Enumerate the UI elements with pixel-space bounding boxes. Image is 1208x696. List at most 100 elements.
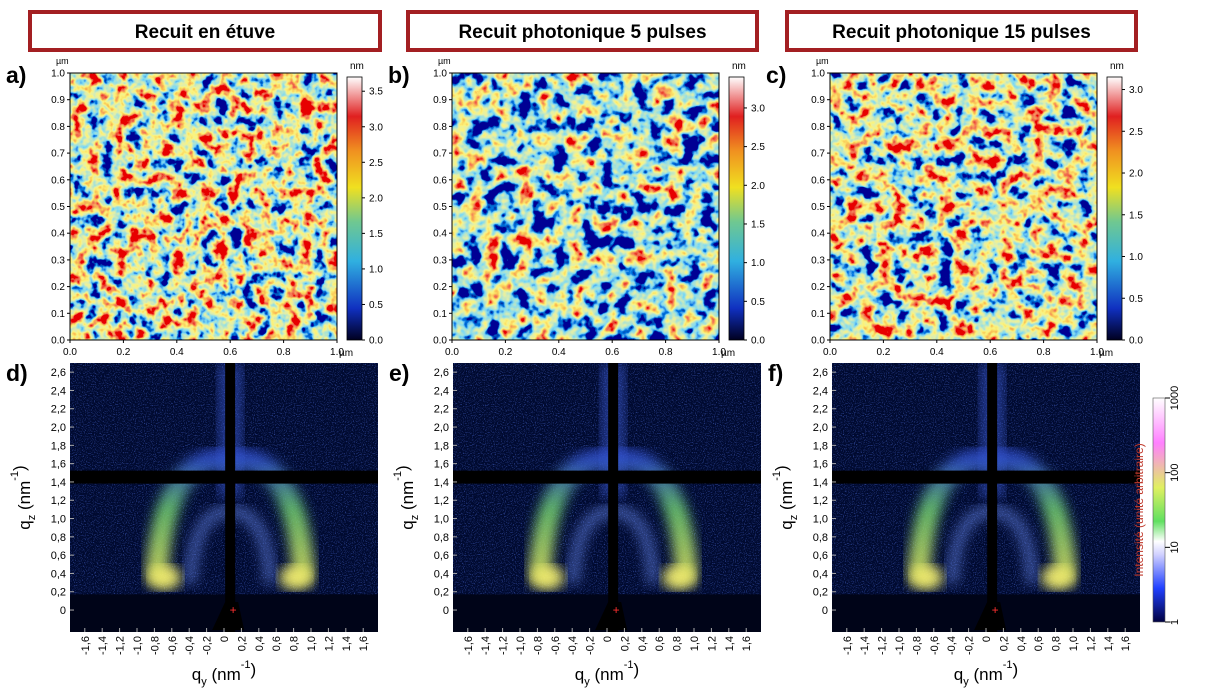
axis-label-part: (nm [590,665,624,684]
y-tick-label: 0.8 [51,122,65,133]
colorbar-tick-label: 2.0 [751,181,765,192]
y-tick-label: 0.1 [811,309,825,320]
colorbar-label: Intensité (unité arbitraire) [1132,443,1146,576]
x-tick-label: 1,4 [341,636,353,651]
x-tick-label: -0,2 [202,636,214,655]
y-tick-label: 2,6 [434,367,449,379]
y-tick-label: 1,0 [813,514,828,526]
axis-label-part: z [26,515,38,521]
colorbar-tick-label: 0.0 [1129,336,1143,347]
axis-label-part: (nm [398,481,417,515]
y-tick-label: 0.6 [433,175,447,186]
x-tick-label: 1,2 [323,636,335,651]
panel-label: d) [6,360,28,386]
direct-beam: + [613,603,620,617]
y-tick-label: 0,4 [51,568,66,580]
x-tick-label: 0.4 [552,347,566,358]
y-tick-label: 0.2 [811,282,825,293]
y-tick-label: 0.9 [811,95,825,106]
axis-label-part: q [954,665,963,684]
y-tick-label: 2,6 [51,367,66,379]
x-tick-label: -0,4 [184,636,196,655]
x-tick-label: -1,4 [97,636,109,655]
ring-foot [278,565,311,590]
x-tick-label: 0,8 [289,636,301,651]
y-tick-label: 0,6 [434,550,449,562]
gisaxs-image: + [832,363,1140,632]
y-tick-label: 1,6 [51,459,66,471]
y-tick-label: 0.7 [433,149,447,160]
x-tick-label: -1,4 [859,636,871,655]
axis-label-part: q [777,520,796,529]
panel-label: e) [389,360,409,386]
y-tick-label: 0,2 [434,587,449,599]
y-tick-label: 0.2 [433,282,447,293]
axis-label-part: y [201,676,207,688]
x-tick-label: 1,6 [1120,636,1132,651]
x-tick-label: 0 [981,636,993,642]
x-tick-label: 0.0 [445,347,459,358]
x-tick-label: 1,0 [689,636,701,651]
y-tick-label: 0.7 [51,149,65,160]
axis-label-part: -1 [241,659,251,671]
x-tick-label: -1,6 [463,636,475,655]
panel-label: a) [6,62,26,88]
beam-stop-v [608,363,619,632]
x-tick-label: 0,2 [619,636,631,651]
colorbar-tick-label: 2.5 [369,158,383,169]
y-tick-label: 0.5 [433,202,447,213]
x-tick-label: 1,4 [1103,636,1115,651]
y-tick-label: 1,2 [434,495,449,507]
colorbar-tick-label: 2.0 [1129,169,1143,180]
axis-label-part: -1 [1003,659,1013,671]
y-tick-label: 0.1 [433,309,447,320]
header-box [406,10,759,52]
axis-label-part: ) [772,465,791,471]
x-tick-label: 0.6 [605,347,619,358]
axis-label-part: ) [251,660,257,679]
x-tick-label: -0,2 [964,636,976,655]
x-tick-label: 0,2 [236,636,248,651]
colorbar-unit: nm [1110,61,1124,72]
x-tick-label: 0.0 [63,347,77,358]
y-tick-label: 0.4 [51,229,65,240]
y-tick-label: 1,8 [51,440,66,452]
y-tick-label: 0.9 [51,95,65,106]
header-box [785,10,1138,52]
colorbar-tick-label: 1 [1169,619,1181,625]
beam-stop-foot [595,602,628,630]
y-tick-label: 0,8 [51,532,66,544]
y-tick-label: 0.0 [811,336,825,347]
y-tick-label: 0 [822,605,828,617]
colorbar-tick-label: 3.0 [1129,85,1143,96]
x-tick-label: 0.4 [170,347,184,358]
axis-label: qz (nm-1) [9,465,38,529]
y-tick-label: 0.6 [51,175,65,186]
x-tick-label: -1,6 [80,636,92,655]
x-tick-label: 0 [602,636,614,642]
colorbar-tick-label: 1.0 [751,258,765,269]
y-tick-label: 0.0 [433,336,447,347]
colorbar-unit: nm [732,61,746,72]
axis-label-part: ) [393,465,412,471]
ring-foot [661,565,694,590]
x-tick-label: 0.6 [223,347,237,358]
x-tick-label: 1,2 [706,636,718,651]
x-tick-label: 0.2 [116,347,130,358]
colorbar-tick-label: 10 [1169,541,1181,553]
y-tick-label: 0.0 [51,336,65,347]
x-tick-label: 0,6 [271,636,283,651]
x-tick-label: 1.0 [1090,347,1104,358]
colorbar-tick-label: 0.0 [751,336,765,347]
colorbar-tick-label: 3.0 [751,103,765,114]
ring-foot [1040,565,1073,590]
y-unit: µm [438,56,451,66]
x-tick-label: -0,6 [167,636,179,655]
x-tick-label: -0,4 [946,636,958,655]
axis-label-part: -1 [624,659,634,671]
beam-stop-h [70,470,378,484]
y-tick-label: 0.3 [811,255,825,266]
x-tick-label: 0,2 [998,636,1010,651]
y-tick-label: 1,2 [51,495,66,507]
